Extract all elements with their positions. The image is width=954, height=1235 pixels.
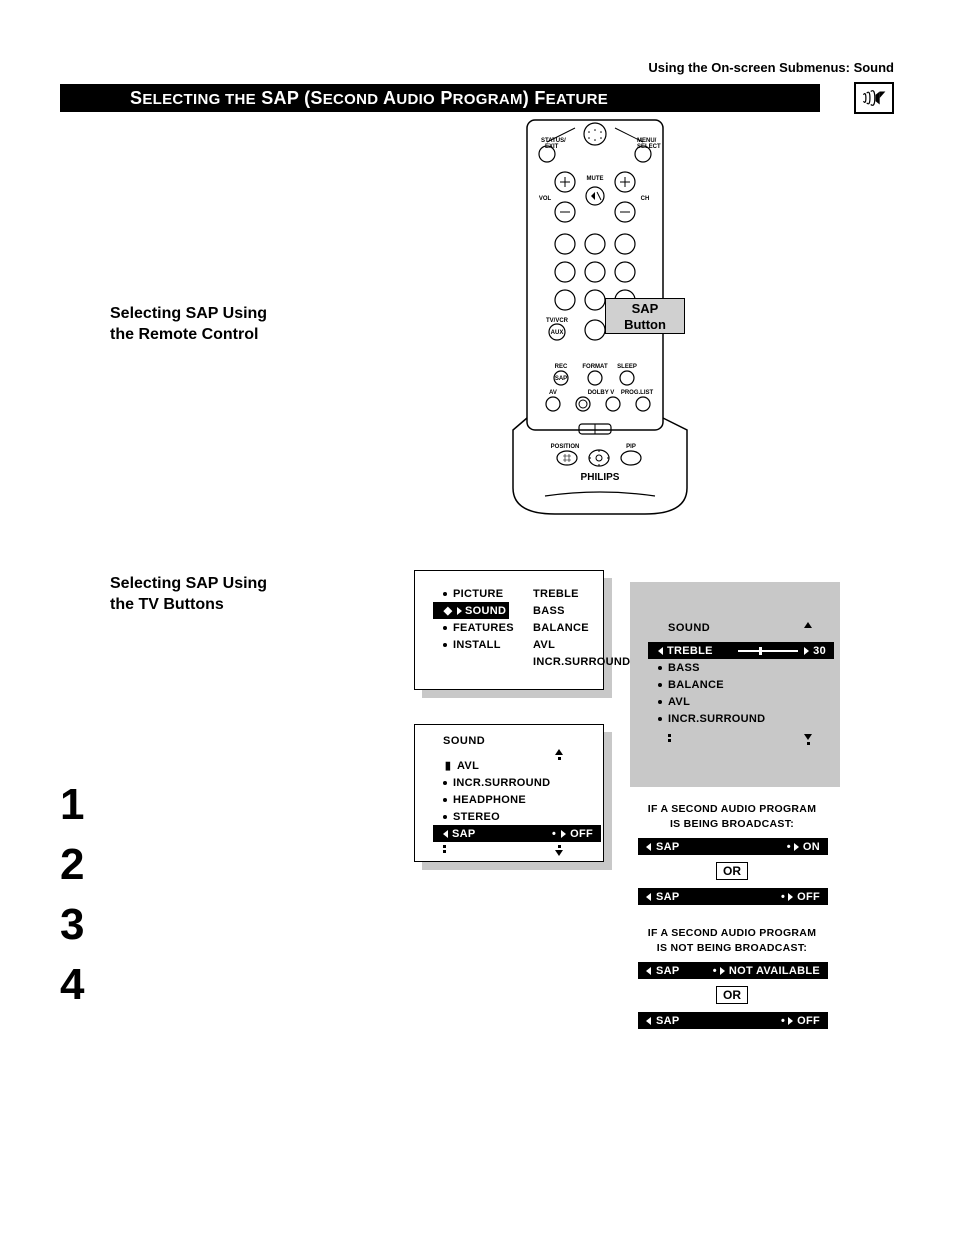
broadcast-heading: IF A SECOND AUDIO PROGRAMIS BEING BROADC… — [642, 802, 822, 831]
or-label: OR — [716, 862, 748, 880]
step-2: 2 — [60, 840, 84, 890]
submenu-item: BASS — [533, 602, 630, 619]
svg-text:AV: AV — [549, 390, 557, 396]
svg-text:VOL: VOL — [539, 196, 552, 202]
menu-sound-treble: SOUND TREBLE 30 BASS BALANCE AVL INCR.SU… — [640, 612, 830, 750]
svg-text:SLEEP: SLEEP — [617, 364, 637, 370]
submenu-item: BALANCE — [533, 619, 630, 636]
svg-text:POSITION: POSITION — [551, 444, 580, 450]
menu-sound-sap: SOUND ▮AVL INCR.SURROUND HEADPHONE STERE… — [414, 724, 604, 862]
svg-text:CH: CH — [641, 196, 650, 202]
menu-item-treble-selected: TREBLE 30 — [648, 642, 834, 659]
section-remote-heading: Selecting SAP Using the Remote Control — [110, 304, 267, 346]
menu-item: STEREO — [443, 808, 603, 825]
svg-text:REC: REC — [555, 364, 568, 370]
svg-text:SAP: SAP — [555, 376, 567, 382]
menu-item: ▮AVL — [443, 757, 603, 774]
menu-item: PICTURE — [443, 585, 514, 602]
svg-text:PHILIPS: PHILIPS — [581, 472, 620, 483]
svg-text:DOLBY V: DOLBY V — [588, 390, 615, 396]
menu-item: AVL — [658, 693, 830, 710]
submenu-item: TREBLE — [533, 585, 630, 602]
sap-na-row: SAP •NOT AVAILABLE — [638, 962, 828, 979]
svg-text:FORMAT: FORMAT — [582, 364, 608, 370]
step-3: 3 — [60, 900, 84, 950]
menu-item: INSTALL — [443, 636, 514, 653]
submenu-item: AVL — [533, 636, 630, 653]
breadcrumb: Using the On-screen Submenus: Sound — [648, 60, 894, 75]
menu-item: HEADPHONE — [443, 791, 603, 808]
step-4: 4 — [60, 960, 84, 1010]
not-broadcast-heading: IF A SECOND AUDIO PROGRAMIS NOT BEING BR… — [642, 926, 822, 955]
submenu-item: INCR.SURROUND — [533, 653, 630, 670]
menu-main: PICTURE ◆ SOUND FEATURES INSTALL TREBLE … — [414, 570, 604, 690]
menu-item: BALANCE — [658, 676, 830, 693]
tv-menus-area: PICTURE ◆ SOUND FEATURES INSTALL TREBLE … — [410, 566, 890, 1126]
sap-button-callout: SAPButton — [605, 298, 685, 334]
sap-off-row: SAP •OFF — [638, 888, 828, 905]
sound-icon — [854, 82, 894, 114]
svg-text:AUX: AUX — [551, 330, 564, 336]
svg-text:MUTE: MUTE — [587, 176, 604, 182]
or-label: OR — [716, 986, 748, 1004]
menu-item: FEATURES — [443, 619, 514, 636]
menu-item: BASS — [658, 659, 830, 676]
svg-text:PROG.LIST: PROG.LIST — [621, 390, 654, 396]
step-1: 1 — [60, 780, 84, 830]
sap-on-row: SAP •ON — [638, 838, 828, 855]
section-tv-heading: Selecting SAP Using the TV Buttons — [110, 574, 267, 616]
menu-item: INCR.SURROUND — [658, 710, 830, 727]
svg-text:PIP: PIP — [626, 444, 636, 450]
svg-text:TV/VCR: TV/VCR — [546, 318, 569, 324]
menu-item: INCR.SURROUND — [443, 774, 603, 791]
page-title-bar: SELECTING THE SAP (SECOND AUDIO PROGRAM)… — [60, 84, 820, 112]
menu-item-sap-selected: SAP •OFF — [433, 825, 601, 842]
page-title: SELECTING THE SAP (SECOND AUDIO PROGRAM)… — [130, 88, 608, 109]
menu-item-selected: ◆ SOUND — [433, 602, 509, 619]
sap-off-row-2: SAP •OFF — [638, 1012, 828, 1029]
